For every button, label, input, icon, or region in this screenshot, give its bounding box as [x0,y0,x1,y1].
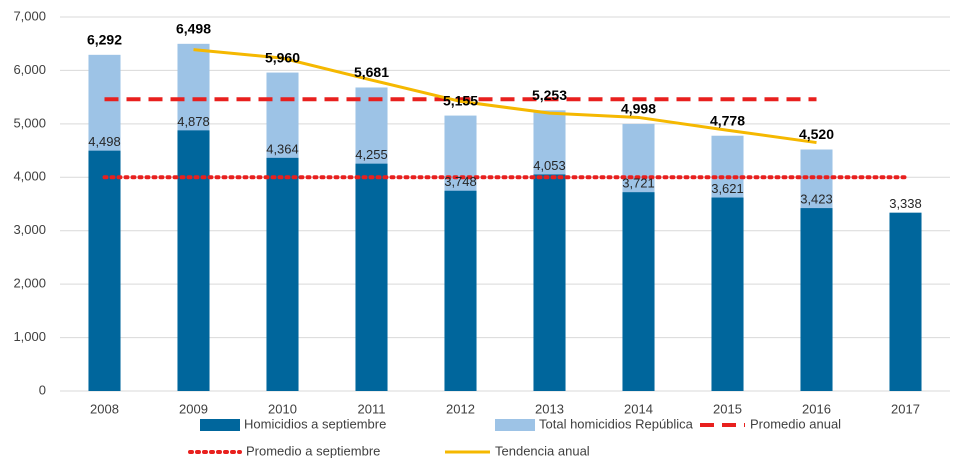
bar [88,150,121,391]
value-label: 3,621 [711,181,744,196]
value-label: 4,878 [177,114,210,129]
bar [622,192,655,391]
legend-label: Total homicidios República [539,416,694,431]
y-tick-label: 7,000 [13,8,46,23]
bar [889,212,922,391]
value-label: 3,423 [800,192,833,207]
bar [533,174,566,391]
bar [355,163,388,391]
bar [177,130,210,391]
x-tick-label: 2016 [802,401,831,416]
x-tick-label: 2010 [268,401,297,416]
value-label: 4,778 [710,112,745,128]
y-tick-label: 4,000 [13,169,46,184]
bar [266,157,299,391]
value-label: 4,053 [533,158,566,173]
value-label: 4,998 [621,101,656,117]
legend-swatch [200,419,240,431]
x-tick-label: 2014 [624,401,653,416]
y-tick-label: 6,000 [13,62,46,77]
x-tick-label: 2013 [535,401,564,416]
value-label: 5,155 [443,92,478,108]
value-label: 6,498 [176,21,211,37]
line-solid [193,48,817,145]
value-label: 4,255 [355,147,388,162]
x-tick-label: 2008 [90,401,119,416]
value-label: 4,520 [799,126,834,142]
y-tick-label: 1,000 [13,329,46,344]
x-tick-label: 2017 [891,401,920,416]
legend-label: Promedio anual [750,416,841,431]
x-tick-label: 2011 [358,401,386,416]
value-label: 4,364 [266,141,299,156]
y-tick-label: 2,000 [13,276,46,291]
bar [800,208,833,391]
value-label: 3,721 [622,176,655,191]
y-tick-label: 5,000 [13,115,46,130]
value-label: 6,292 [87,32,122,48]
y-tick-label: 3,000 [13,222,46,237]
value-label: 4,498 [88,134,121,149]
x-tick-label: 2012 [446,401,475,416]
x-tick-label: 2009 [179,401,208,416]
legend-swatch [495,419,535,431]
value-label: 3,338 [889,196,922,211]
value-label: 5,960 [265,49,300,65]
legend-label: Tendencia anual [495,443,590,458]
x-tick-label: 2015 [713,401,742,416]
legend-label: Promedio a septiembre [246,443,380,458]
bar [444,190,477,391]
value-label: 5,681 [354,64,389,80]
value-label: 5,253 [532,87,567,103]
value-label: 3,748 [444,174,477,189]
y-tick-label: 0 [39,382,46,397]
legend-label: Homicidios a septiembre [244,416,386,431]
bar [711,197,744,391]
